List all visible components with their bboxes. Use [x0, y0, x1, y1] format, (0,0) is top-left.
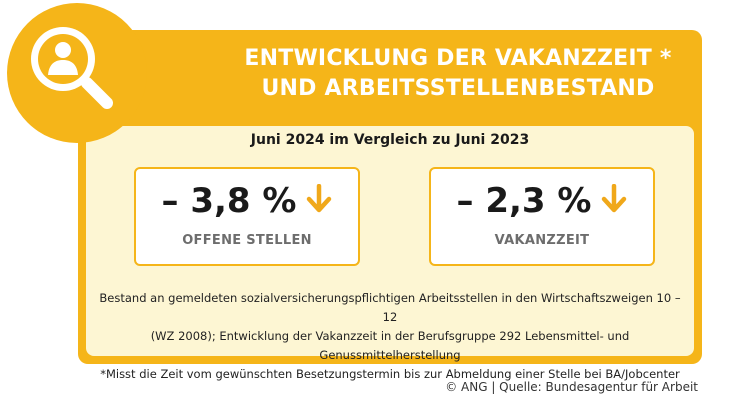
title-line-2: UND ARBEITSSTELLENBESTAND: [261, 76, 655, 101]
metric-label: VAKANZZEIT: [494, 233, 590, 248]
comparison-subtitle: Juni 2024 im Vergleich zu Juni 2023: [250, 132, 530, 148]
metric-value: – 2,3 %: [456, 181, 592, 221]
source-credit: © ANG | Quelle: Bundesagentur für Arbeit: [445, 380, 698, 394]
title-line-1: ENTWICKLUNG DER VAKANZZEIT *: [244, 46, 672, 71]
header-title: ENTWICKLUNG DER VAKANZZEIT * UND ARBEITS…: [228, 44, 688, 104]
footnote-line-1: Bestand an gemeldeten sozialversicherung…: [99, 291, 681, 324]
metric-card-offene-stellen: – 3,8 % OFFENE STELLEN: [134, 167, 360, 266]
magnifier-person-icon: [7, 3, 147, 143]
metric-value: – 3,8 %: [161, 181, 297, 221]
content-panel: Juni 2024 im Vergleich zu Juni 2023 – 3,…: [86, 126, 694, 381]
footnote-line-3: *Misst die Zeit vom gewünschten Besetzun…: [100, 367, 680, 381]
arrow-down-icon: [306, 183, 332, 223]
metric-label: OFFENE STELLEN: [182, 233, 312, 248]
metric-card-vakanzzeit: – 2,3 % VAKANZZEIT: [429, 167, 655, 266]
infographic-card: ENTWICKLUNG DER VAKANZZEIT * UND ARBEITS…: [78, 30, 702, 381]
arrow-down-icon: [601, 183, 627, 223]
footnote: Bestand an gemeldeten sozialversicherung…: [96, 289, 684, 384]
footnote-line-2: (WZ 2008); Entwicklung der Vakanzzeit in…: [150, 329, 630, 362]
